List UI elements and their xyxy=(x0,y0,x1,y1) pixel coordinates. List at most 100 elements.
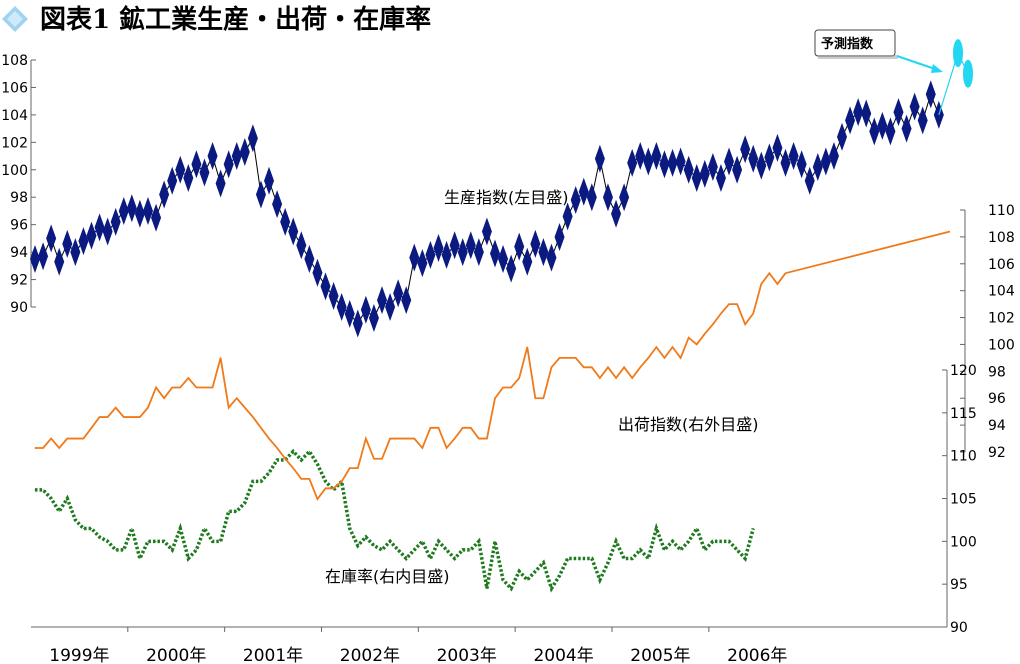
right-outer-tick-label: 104 xyxy=(988,284,1015,300)
inventory-point xyxy=(244,502,246,504)
inventory-point xyxy=(736,549,738,551)
production-point xyxy=(78,227,89,256)
shipments-point xyxy=(736,303,738,305)
production-point xyxy=(602,183,613,212)
production-point xyxy=(683,155,694,184)
production-point xyxy=(239,137,250,166)
production-point xyxy=(659,150,670,179)
production-point xyxy=(643,147,654,176)
shipments-point xyxy=(494,397,496,399)
right-inner-tick-label: 105 xyxy=(950,492,977,508)
shipments-point xyxy=(389,437,391,440)
right-outer-tick-label: 96 xyxy=(988,391,1006,407)
right-outer-tick-label: 110 xyxy=(988,203,1015,219)
inventory-point xyxy=(316,463,318,465)
shipments-point xyxy=(639,366,641,368)
production-point xyxy=(473,238,484,267)
inventory-point xyxy=(155,540,157,542)
production-point xyxy=(481,217,492,246)
inventory-point xyxy=(470,549,472,551)
production-point xyxy=(514,232,525,261)
x-axis-ticks: 1999年 2000年 2001年 2002年 2003年 2004年 2005年 2006年 xyxy=(49,627,787,664)
shipments-point xyxy=(187,377,189,379)
production-point xyxy=(328,282,339,311)
production-point xyxy=(699,159,710,188)
production-point xyxy=(417,249,428,278)
shipments-point xyxy=(526,346,528,348)
shipments-point xyxy=(744,323,746,325)
shipments-point xyxy=(405,437,407,440)
shipments-point xyxy=(776,283,779,285)
production-point xyxy=(320,272,331,301)
production-point xyxy=(368,303,379,332)
shipments-point xyxy=(98,416,101,418)
production-point xyxy=(554,223,565,252)
production-point xyxy=(288,217,299,246)
inventory-point xyxy=(583,557,585,559)
production-point xyxy=(570,185,581,214)
left-tick-label: 100 xyxy=(1,163,28,179)
production-point xyxy=(909,92,920,121)
inventory-point xyxy=(163,540,165,542)
shipments-point xyxy=(284,458,286,460)
production-point xyxy=(38,242,49,271)
inventory-point xyxy=(559,575,561,577)
production-point xyxy=(861,99,872,128)
inventory-point xyxy=(179,527,181,529)
production-series xyxy=(30,80,944,338)
production-point xyxy=(675,147,686,176)
right-inner-tick-label: 90 xyxy=(950,620,968,636)
production-point xyxy=(877,111,888,140)
inventory-point xyxy=(639,549,641,551)
shipments-point xyxy=(107,416,109,418)
inventory-point xyxy=(534,570,536,572)
inventory-point xyxy=(510,587,512,589)
shipments-point xyxy=(631,377,633,379)
inventory-point xyxy=(502,579,504,581)
shipments-point xyxy=(550,366,553,368)
production-point xyxy=(578,177,589,206)
x-tick-label: 2005年 xyxy=(630,646,690,664)
inventory-point xyxy=(704,549,706,551)
inventory-point xyxy=(623,557,625,559)
inventory-point xyxy=(607,562,609,564)
inventory-point xyxy=(389,540,391,542)
production-point xyxy=(586,183,597,212)
production-point xyxy=(893,98,904,127)
shipments-point xyxy=(720,312,722,315)
shipments-point xyxy=(220,357,222,359)
production-point xyxy=(247,124,258,153)
production-point xyxy=(183,164,194,193)
shipments-point xyxy=(50,437,52,440)
production-point xyxy=(820,147,831,176)
inventory-point xyxy=(276,459,278,461)
inventory-point xyxy=(744,557,746,559)
shipments-point xyxy=(365,437,367,440)
title-group: 図表1 鉱工業生産・出荷・在庫率 xyxy=(2,4,431,35)
shipments-series xyxy=(34,230,951,501)
shipments-point xyxy=(429,427,432,429)
inventory-point xyxy=(115,549,117,551)
forecast-callout-arrow xyxy=(896,55,939,71)
forecast-line xyxy=(938,51,969,116)
inventory-point xyxy=(220,540,222,542)
inventory-point xyxy=(212,540,214,542)
inventory-point xyxy=(542,562,544,564)
inventory-point xyxy=(308,450,310,452)
inventory-point xyxy=(655,527,657,529)
shipments-point xyxy=(542,397,545,399)
shipments-point xyxy=(486,437,488,440)
production-point xyxy=(837,122,847,151)
right-outer-axis-ticks: 92 94 96 98 100 102 104 106 108 110 xyxy=(960,203,1015,461)
shipments-point xyxy=(454,437,456,440)
production-point xyxy=(707,153,718,182)
production-point xyxy=(231,142,242,171)
shipments-line xyxy=(35,271,787,501)
inventory-point xyxy=(526,579,528,581)
production-point xyxy=(377,286,388,315)
shipments-point xyxy=(228,407,230,409)
production-point xyxy=(562,202,573,231)
production-point xyxy=(498,244,509,273)
shipments-point xyxy=(357,467,359,469)
shipments-point xyxy=(34,447,36,449)
